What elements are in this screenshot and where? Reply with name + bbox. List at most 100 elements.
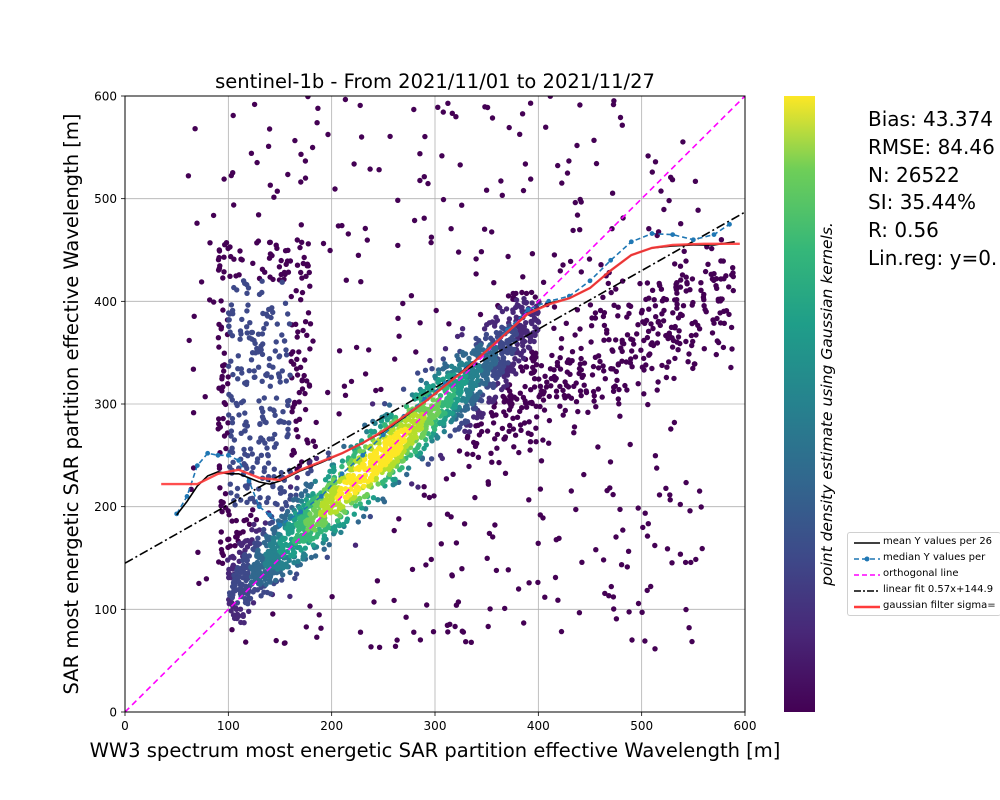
scatter-point [227, 543, 234, 549]
scatter-point [560, 412, 566, 418]
scatter-point [259, 278, 265, 284]
scatter-point [226, 323, 232, 329]
scatter-point [442, 346, 449, 352]
scatter-point [531, 376, 538, 382]
scatter-point [261, 526, 267, 533]
scatter-point [228, 490, 234, 496]
scatter-point [610, 491, 616, 498]
scatter-point [557, 355, 563, 361]
scatter-point [593, 404, 599, 410]
scatter-point [298, 498, 305, 504]
scatter-point [670, 310, 676, 316]
scatter-point [564, 369, 570, 375]
scatter-point [609, 190, 616, 196]
scatter-point [510, 309, 516, 315]
scatter-point [285, 426, 291, 432]
scatter-point [327, 247, 333, 254]
scatter-point [339, 490, 345, 497]
scatter-point [472, 494, 478, 501]
scatter-point [295, 329, 301, 335]
scatter-point [329, 594, 335, 600]
scatter-point [489, 115, 496, 121]
scatter-point [411, 217, 418, 224]
scatter-point [513, 290, 519, 297]
scatter-point [577, 388, 584, 394]
scatter-point [574, 142, 580, 149]
scatter-point [341, 443, 347, 450]
scatter-point [293, 571, 300, 577]
scatter-point [240, 398, 247, 404]
scatter-point [289, 529, 295, 535]
scatter-point [285, 431, 291, 438]
scatter-point [486, 399, 492, 405]
scatter-point [515, 586, 522, 592]
gaussian-filter-line [161, 242, 740, 486]
scatter-point [235, 353, 241, 359]
scatter-point [546, 417, 553, 424]
scatter-point [330, 468, 337, 475]
scatter-point [242, 380, 248, 386]
scatter-point [244, 324, 250, 330]
scatter-point [228, 358, 234, 364]
scatter-point [305, 310, 312, 316]
scatter-point [411, 106, 417, 113]
scatter-point [667, 497, 673, 503]
scatter-point [225, 381, 231, 387]
scatter-point [678, 221, 684, 227]
scatter-point [626, 302, 632, 308]
scatter-point [507, 393, 513, 400]
scatter-point [452, 623, 458, 630]
stat-n: N: 26522 [868, 162, 960, 187]
scatter-point [264, 445, 270, 451]
scatter-point [551, 304, 558, 310]
scatter-point [382, 401, 388, 407]
scatter-point [342, 96, 349, 103]
scatter-point [326, 542, 332, 548]
scatter-point [726, 284, 732, 290]
scatter-point [698, 504, 704, 510]
scatter-point [378, 418, 385, 424]
scatter-point [219, 509, 225, 515]
scatter-point [485, 623, 491, 630]
scatter-point [613, 286, 619, 292]
scatter-point [581, 360, 588, 366]
scatter-point [527, 100, 534, 106]
scatter-point [531, 384, 538, 390]
scatter-point [339, 463, 345, 470]
scatter-point [471, 439, 477, 446]
scatter-point [220, 275, 226, 281]
scatter-point [294, 544, 301, 551]
scatter-point [386, 402, 393, 408]
scatter-point [578, 392, 584, 399]
scatter-point [575, 408, 581, 415]
median-point [711, 232, 717, 238]
scatter-point [446, 391, 452, 398]
scatter-point [543, 384, 550, 390]
scatter-point [568, 488, 574, 494]
scatter-point [272, 348, 278, 354]
scatter-point [307, 484, 313, 490]
scatter-point [511, 444, 517, 450]
x-axis-label: WW3 spectrum most energetic SAR partitio… [90, 739, 781, 762]
chart-title: sentinel-1b - From 2021/11/01 to 2021/11… [215, 70, 655, 93]
scatter-point [242, 410, 248, 416]
scatter-point [423, 562, 429, 568]
scatter-point [713, 351, 719, 358]
scatter-point [271, 540, 277, 546]
x-tick-label: 200 [320, 719, 343, 733]
scatter-point [299, 386, 306, 392]
scatter-point [313, 512, 319, 519]
scatter-point [366, 464, 373, 471]
scatter-point [589, 315, 595, 321]
scatter-point [242, 428, 248, 434]
scatter-point [194, 220, 200, 226]
scatter-point [277, 379, 283, 385]
scatter-point [299, 378, 305, 384]
scatter-point [616, 401, 622, 407]
colorbar [784, 96, 815, 712]
scatter-point [376, 167, 382, 173]
scatter-point [455, 249, 462, 255]
scatter-point [299, 275, 305, 281]
scatter-point [615, 396, 621, 402]
scatter-point [531, 315, 538, 321]
